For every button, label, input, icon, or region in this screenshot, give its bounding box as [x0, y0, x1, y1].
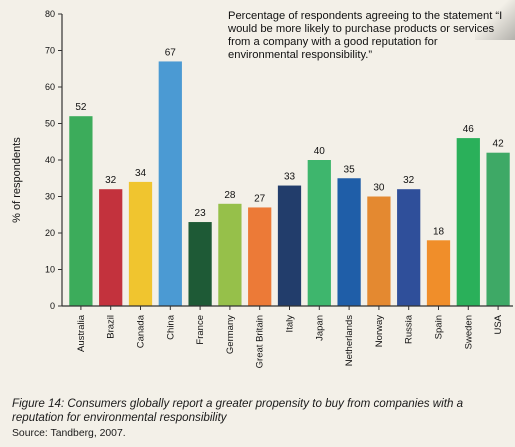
bar-great-britain — [248, 207, 272, 306]
data-label: 46 — [463, 124, 475, 135]
y-axis-label: % of respondents — [11, 137, 23, 223]
bar-brazil — [99, 189, 123, 306]
data-label: 42 — [493, 139, 505, 150]
data-label: 67 — [165, 47, 177, 58]
category-label: Netherlands — [344, 315, 355, 366]
data-label: 40 — [314, 146, 326, 157]
category-labels: Australia Brazil Canada China France Germany G… — [76, 314, 504, 368]
category-label: Germany — [225, 315, 236, 354]
bar-france — [188, 222, 212, 306]
category-label: China — [165, 314, 176, 340]
category-label: Canada — [136, 314, 147, 348]
category-label: Brazil — [106, 315, 117, 339]
y-axis-ticks: 0 10 20 30 40 50 60 70 80 — [45, 9, 62, 311]
data-label: 32 — [403, 175, 415, 186]
bar-germany — [218, 203, 242, 306]
y-tick-label: 50 — [45, 119, 55, 129]
data-label: 28 — [224, 190, 236, 201]
data-label: 23 — [195, 208, 207, 219]
data-label: 34 — [135, 168, 147, 179]
data-label: 52 — [75, 102, 87, 113]
y-tick-label: 30 — [45, 192, 55, 202]
y-tick-label: 80 — [45, 9, 55, 19]
bar-spain — [426, 240, 451, 306]
category-label: Great Britain — [255, 315, 266, 368]
bar-norway — [367, 196, 391, 306]
data-label: 32 — [105, 175, 117, 186]
bar-russia — [397, 189, 421, 306]
page-curl-shade — [475, 0, 515, 40]
data-label: 35 — [344, 164, 356, 175]
bar-china — [158, 61, 182, 307]
bar-italy — [277, 185, 302, 306]
bar-usa — [486, 152, 510, 306]
bar-australia — [69, 116, 93, 306]
figure-caption: Figure 14: Consumers globally report a g… — [12, 397, 464, 424]
category-label: Spain — [434, 315, 445, 339]
data-label: 18 — [433, 226, 445, 237]
axes — [61, 14, 513, 310]
chart-annotation: Percentage of respondents agreeing to th… — [228, 10, 503, 61]
y-tick-label: 40 — [45, 155, 55, 165]
bar-japan — [307, 160, 331, 306]
category-label: Norway — [374, 315, 385, 347]
y-tick-label: 10 — [45, 265, 55, 275]
category-label: Japan — [314, 315, 325, 341]
category-label: Australia — [76, 314, 87, 352]
category-label: USA — [493, 314, 504, 334]
figure-source: Source: Tandberg, 2007. — [12, 428, 126, 439]
bar-canada — [128, 181, 153, 306]
bar-netherlands — [337, 178, 361, 306]
data-label: 33 — [284, 172, 296, 183]
category-label: Sweden — [463, 315, 474, 349]
y-tick-label: 20 — [45, 228, 55, 238]
category-label: Italy — [285, 315, 296, 333]
category-label: Russia — [404, 314, 415, 344]
y-tick-label: 0 — [50, 301, 55, 311]
y-tick-label: 70 — [45, 46, 55, 56]
bars-group: 52 32 34 67 23 28 27 33 40 35 30 32 18 46 42 — [69, 47, 510, 307]
data-label: 27 — [254, 193, 266, 204]
data-label: 30 — [373, 183, 385, 194]
category-label: France — [195, 315, 206, 345]
bar-sweden — [456, 138, 480, 306]
y-tick-label: 60 — [45, 82, 55, 92]
